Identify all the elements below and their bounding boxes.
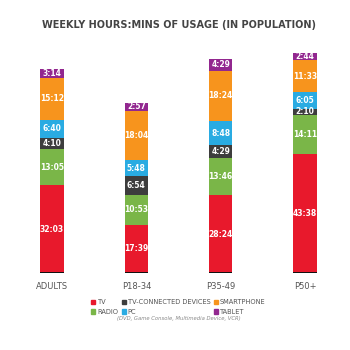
Text: 17:39: 17:39	[124, 244, 148, 253]
Text: 8:48: 8:48	[211, 129, 230, 138]
Text: 13:46: 13:46	[209, 172, 233, 181]
Text: 28:24: 28:24	[209, 230, 233, 239]
Bar	[40, 78, 64, 120]
Bar	[293, 154, 317, 273]
Text: 18:04: 18:04	[124, 131, 148, 140]
Text: 4:29: 4:29	[211, 147, 230, 156]
Text: 18:24: 18:24	[209, 91, 233, 100]
Title: WEEKLY HOURS:MINS OF USAGE (IN POPULATION): WEEKLY HOURS:MINS OF USAGE (IN POPULATIO…	[42, 20, 315, 30]
Text: 10:53: 10:53	[124, 205, 148, 214]
Bar	[40, 185, 64, 273]
Text: 43:38: 43:38	[293, 209, 317, 218]
Text: 11:33: 11:33	[293, 72, 317, 81]
Bar	[40, 120, 64, 138]
Text: 6:54: 6:54	[127, 181, 146, 190]
Bar	[40, 272, 64, 273]
Text: 15:12: 15:12	[40, 94, 64, 104]
Text: 3:14: 3:14	[42, 69, 61, 78]
Text: 32:03: 32:03	[40, 225, 64, 233]
Bar	[125, 111, 148, 160]
Bar	[125, 176, 148, 195]
Bar	[209, 195, 232, 273]
Text: 4:10: 4:10	[42, 139, 61, 148]
Bar	[293, 53, 317, 61]
Text: 13:05: 13:05	[40, 163, 64, 172]
Text: 2:10: 2:10	[296, 107, 315, 116]
Bar	[293, 61, 317, 92]
Bar	[209, 121, 232, 145]
Bar	[209, 71, 232, 121]
Text: 14:11: 14:11	[293, 130, 317, 139]
Text: 2:44: 2:44	[296, 52, 315, 61]
Bar	[209, 272, 232, 273]
Bar	[293, 272, 317, 273]
Bar	[293, 92, 317, 109]
Text: (DVD, Game Console, Multimedia Device, VCR): (DVD, Game Console, Multimedia Device, V…	[117, 316, 240, 321]
Legend: TV, RADIO, TV-CONNECTED DEVICES, PC, SMARTPHONE, TABLET: TV, RADIO, TV-CONNECTED DEVICES, PC, SMA…	[91, 300, 266, 315]
Bar	[40, 138, 64, 149]
Text: 2:57: 2:57	[127, 102, 146, 111]
Text: 5:48: 5:48	[127, 163, 146, 173]
Bar	[40, 149, 64, 185]
Bar	[125, 160, 148, 176]
Text: 4:29: 4:29	[211, 60, 230, 69]
Bar	[40, 69, 64, 78]
Bar	[125, 272, 148, 273]
Bar	[209, 158, 232, 195]
Bar	[125, 195, 148, 225]
Bar	[209, 58, 232, 71]
Text: 6:40: 6:40	[42, 124, 61, 133]
Bar	[209, 145, 232, 158]
Text: 6:05: 6:05	[296, 96, 314, 105]
Bar	[125, 225, 148, 273]
Bar	[125, 103, 148, 111]
Bar	[293, 115, 317, 154]
Bar	[293, 109, 317, 115]
